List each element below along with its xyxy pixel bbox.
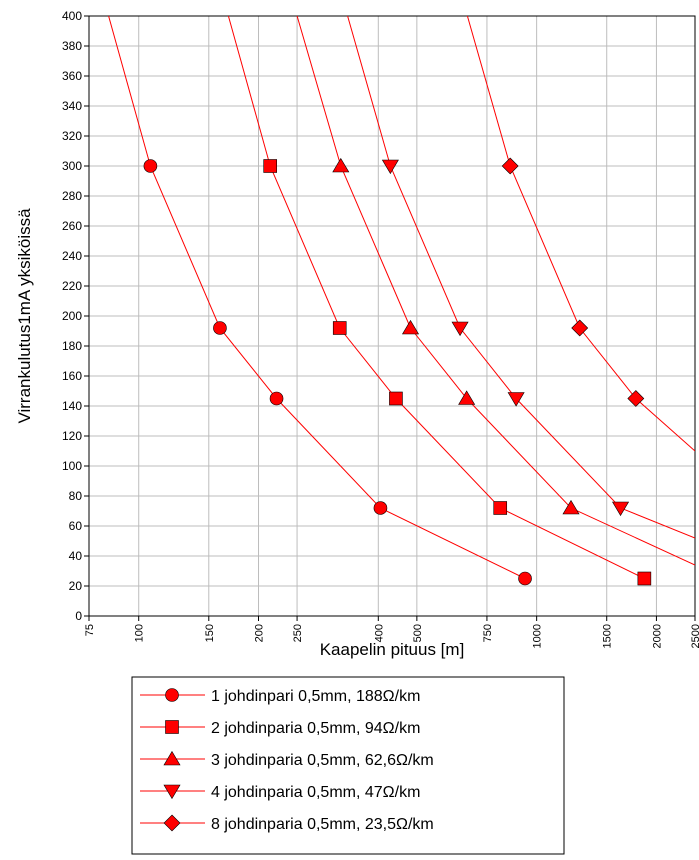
y-tick-label-16: 320	[62, 129, 82, 143]
legend-label-5: 8 johdinparia 0,5mm, 23,5Ω/km	[211, 816, 434, 833]
x-tick-label-9: 1500	[602, 624, 614, 648]
series-4-point-3	[507, 392, 525, 407]
series-3-point-1	[332, 157, 350, 173]
series-3-line	[296, 16, 695, 566]
legend-label-3: 3 johdinparia 0,5mm, 62,6Ω/km	[211, 752, 434, 769]
chart-grid	[88, 15, 696, 617]
series-1-point-4	[373, 501, 388, 515]
x-tick-label-2: 150	[204, 624, 216, 642]
y-tick-label-13: 260	[62, 219, 82, 233]
series-2-point-4	[493, 501, 508, 515]
legend: 1 johdinpari 0,5mm, 188Ω/km 2 johdinparia…	[131, 676, 565, 855]
x-tick-label-7: 750	[482, 624, 494, 642]
series-3-point-2	[401, 319, 420, 335]
series-1-point-5	[518, 571, 532, 586]
y-tick-label-1: 20	[69, 579, 83, 593]
y-tick-label-18: 360	[62, 69, 82, 83]
series-1-point-1	[143, 159, 158, 173]
series-5	[466, 16, 695, 452]
y-tick-label-5: 100	[62, 459, 82, 473]
x-tick-label-5: 400	[373, 624, 385, 642]
series-4	[347, 16, 695, 539]
x-axis-ticks: 75 100 150 200 250 400 500 750 1000 1500 2000 2500	[84, 616, 699, 648]
x-tick-label-4: 250	[292, 624, 304, 642]
series-2-point-5	[637, 571, 652, 586]
series-2-point-3	[389, 391, 403, 406]
series-1-point-2	[213, 321, 227, 335]
y-tick-label-4: 80	[69, 489, 83, 503]
y-tick-label-11: 220	[62, 279, 82, 293]
y-tick-label-20: 400	[62, 9, 82, 23]
x-tick-label-3: 200	[254, 624, 266, 642]
x-tick-label-0: 75	[84, 624, 96, 636]
series-2-point-2	[332, 321, 347, 335]
x-axis-title: Kaapelin pituus [m]	[320, 640, 465, 659]
x-tick-label-10: 2000	[651, 624, 663, 648]
series-3	[296, 16, 695, 566]
legend-box	[131, 676, 565, 855]
series-5-point-3	[627, 390, 645, 407]
y-tick-label-0: 0	[75, 609, 82, 623]
series-5-point-1	[501, 157, 519, 175]
series-4-point-4	[612, 501, 630, 517]
legend-marker-2	[165, 720, 179, 734]
series-3-point-3	[458, 390, 476, 405]
series-2-line	[227, 16, 645, 579]
x-tick-label-8: 1000	[532, 624, 544, 648]
y-tick-label-7: 140	[62, 399, 82, 413]
y-tick-label-2: 40	[69, 549, 83, 563]
series-4-point-2	[451, 321, 469, 337]
legend-marker-4	[163, 784, 181, 800]
y-tick-label-10: 200	[62, 309, 82, 323]
series-5-point-2	[571, 319, 589, 337]
y-tick-label-19: 380	[62, 39, 82, 53]
x-tick-label-11: 2500	[690, 624, 699, 648]
y-tick-label-17: 340	[62, 99, 82, 113]
legend-marker-5	[163, 814, 181, 832]
y-axis-ticks: 0 20 40 60 80 100 120 140 160 180 200 220 240 260 280 3…	[62, 9, 89, 623]
y-tick-label-9: 180	[62, 339, 82, 353]
series-2	[227, 16, 652, 586]
y-tick-label-12: 240	[62, 249, 82, 263]
y-tick-label-3: 60	[69, 519, 83, 533]
series-2-point-1	[263, 159, 277, 173]
legend-label-2: 2 johdinparia 0,5mm, 94Ω/km	[211, 720, 420, 737]
series-1-point-3	[269, 391, 284, 406]
series-1	[108, 16, 532, 586]
series-4-point-1	[381, 159, 399, 175]
x-tick-label-1: 100	[134, 624, 146, 642]
series-4-line	[347, 16, 695, 539]
legend-marker-1	[165, 688, 179, 702]
series-3-point-4	[562, 499, 580, 515]
y-tick-label-15: 300	[62, 159, 82, 173]
series-5-line	[466, 16, 695, 452]
y-tick-label-8: 160	[62, 369, 82, 383]
legend-label-4: 4 johdinparia 0,5mm, 47Ω/km	[211, 784, 420, 801]
legend-marker-3	[163, 750, 181, 766]
legend-label-1: 1 johdinpari 0,5mm, 188Ω/km	[211, 688, 420, 705]
y-tick-label-14: 280	[62, 189, 82, 203]
y-axis-title: Virrankulutus1mA yksiköissä	[15, 208, 34, 424]
y-tick-label-6: 120	[62, 429, 82, 443]
series-1-line	[108, 16, 526, 579]
series-group	[108, 16, 695, 586]
x-tick-label-6: 500	[412, 624, 424, 642]
